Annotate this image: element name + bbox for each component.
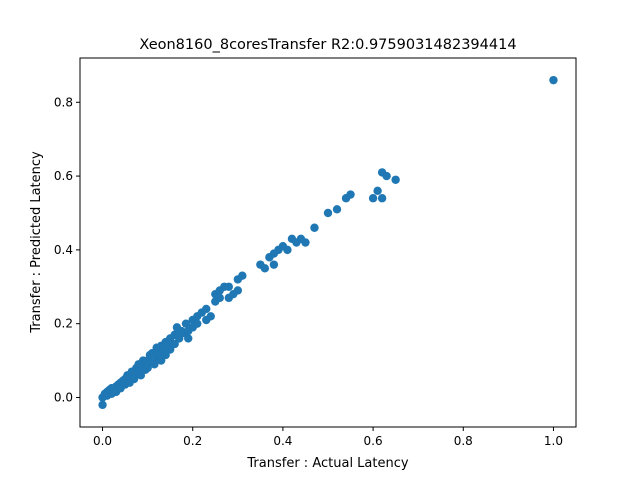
x-axis-label: Transfer : Actual Latency	[246, 456, 408, 471]
y-tick-label: 0.4	[54, 243, 73, 257]
data-point	[238, 271, 247, 280]
y-tick-label: 0.2	[54, 317, 73, 331]
x-tick-label: 0.8	[454, 434, 473, 448]
data-point	[202, 304, 211, 314]
data-point	[310, 223, 319, 232]
y-tick-label: 0.0	[54, 390, 73, 404]
data-point	[373, 186, 382, 196]
data-point	[184, 334, 193, 343]
data-point	[301, 238, 310, 247]
data-point	[323, 208, 333, 218]
data-point	[193, 319, 202, 328]
data-point	[549, 75, 558, 85]
plot-area-frame	[79, 57, 577, 428]
data-points	[98, 75, 558, 410]
data-point	[260, 264, 270, 273]
y-axis-label: Transfer : Predicted Latency	[29, 151, 44, 334]
x-tick-label: 0.2	[183, 434, 202, 448]
chart-title: Xeon8160_8coresTransfer R2:0.97590314823…	[139, 37, 516, 53]
data-point	[391, 175, 400, 184]
data-point	[224, 282, 233, 291]
data-point	[150, 360, 159, 369]
data-point	[181, 319, 191, 328]
data-point	[332, 205, 342, 214]
data-point	[283, 245, 292, 255]
x-tick-label: 1.0	[544, 434, 563, 448]
x-tick-label: 0.4	[273, 434, 292, 448]
x-axis: 0.0 0.2 0.4 0.6 0.8 1.0	[93, 427, 563, 448]
data-point	[346, 190, 355, 199]
data-point	[98, 400, 107, 410]
data-point	[269, 260, 279, 269]
x-tick-label: 0.0	[93, 434, 112, 448]
data-point	[233, 286, 243, 295]
data-point	[215, 293, 224, 303]
data-point	[377, 194, 387, 203]
data-point	[382, 171, 391, 181]
data-point	[129, 374, 139, 384]
data-point	[206, 312, 215, 321]
y-axis: 0.0 0.2 0.4 0.6 0.8	[54, 95, 80, 404]
data-point	[368, 194, 378, 203]
x-tick-label: 0.6	[364, 434, 383, 448]
y-tick-label: 0.8	[54, 95, 73, 109]
y-tick-label: 0.6	[54, 169, 73, 183]
